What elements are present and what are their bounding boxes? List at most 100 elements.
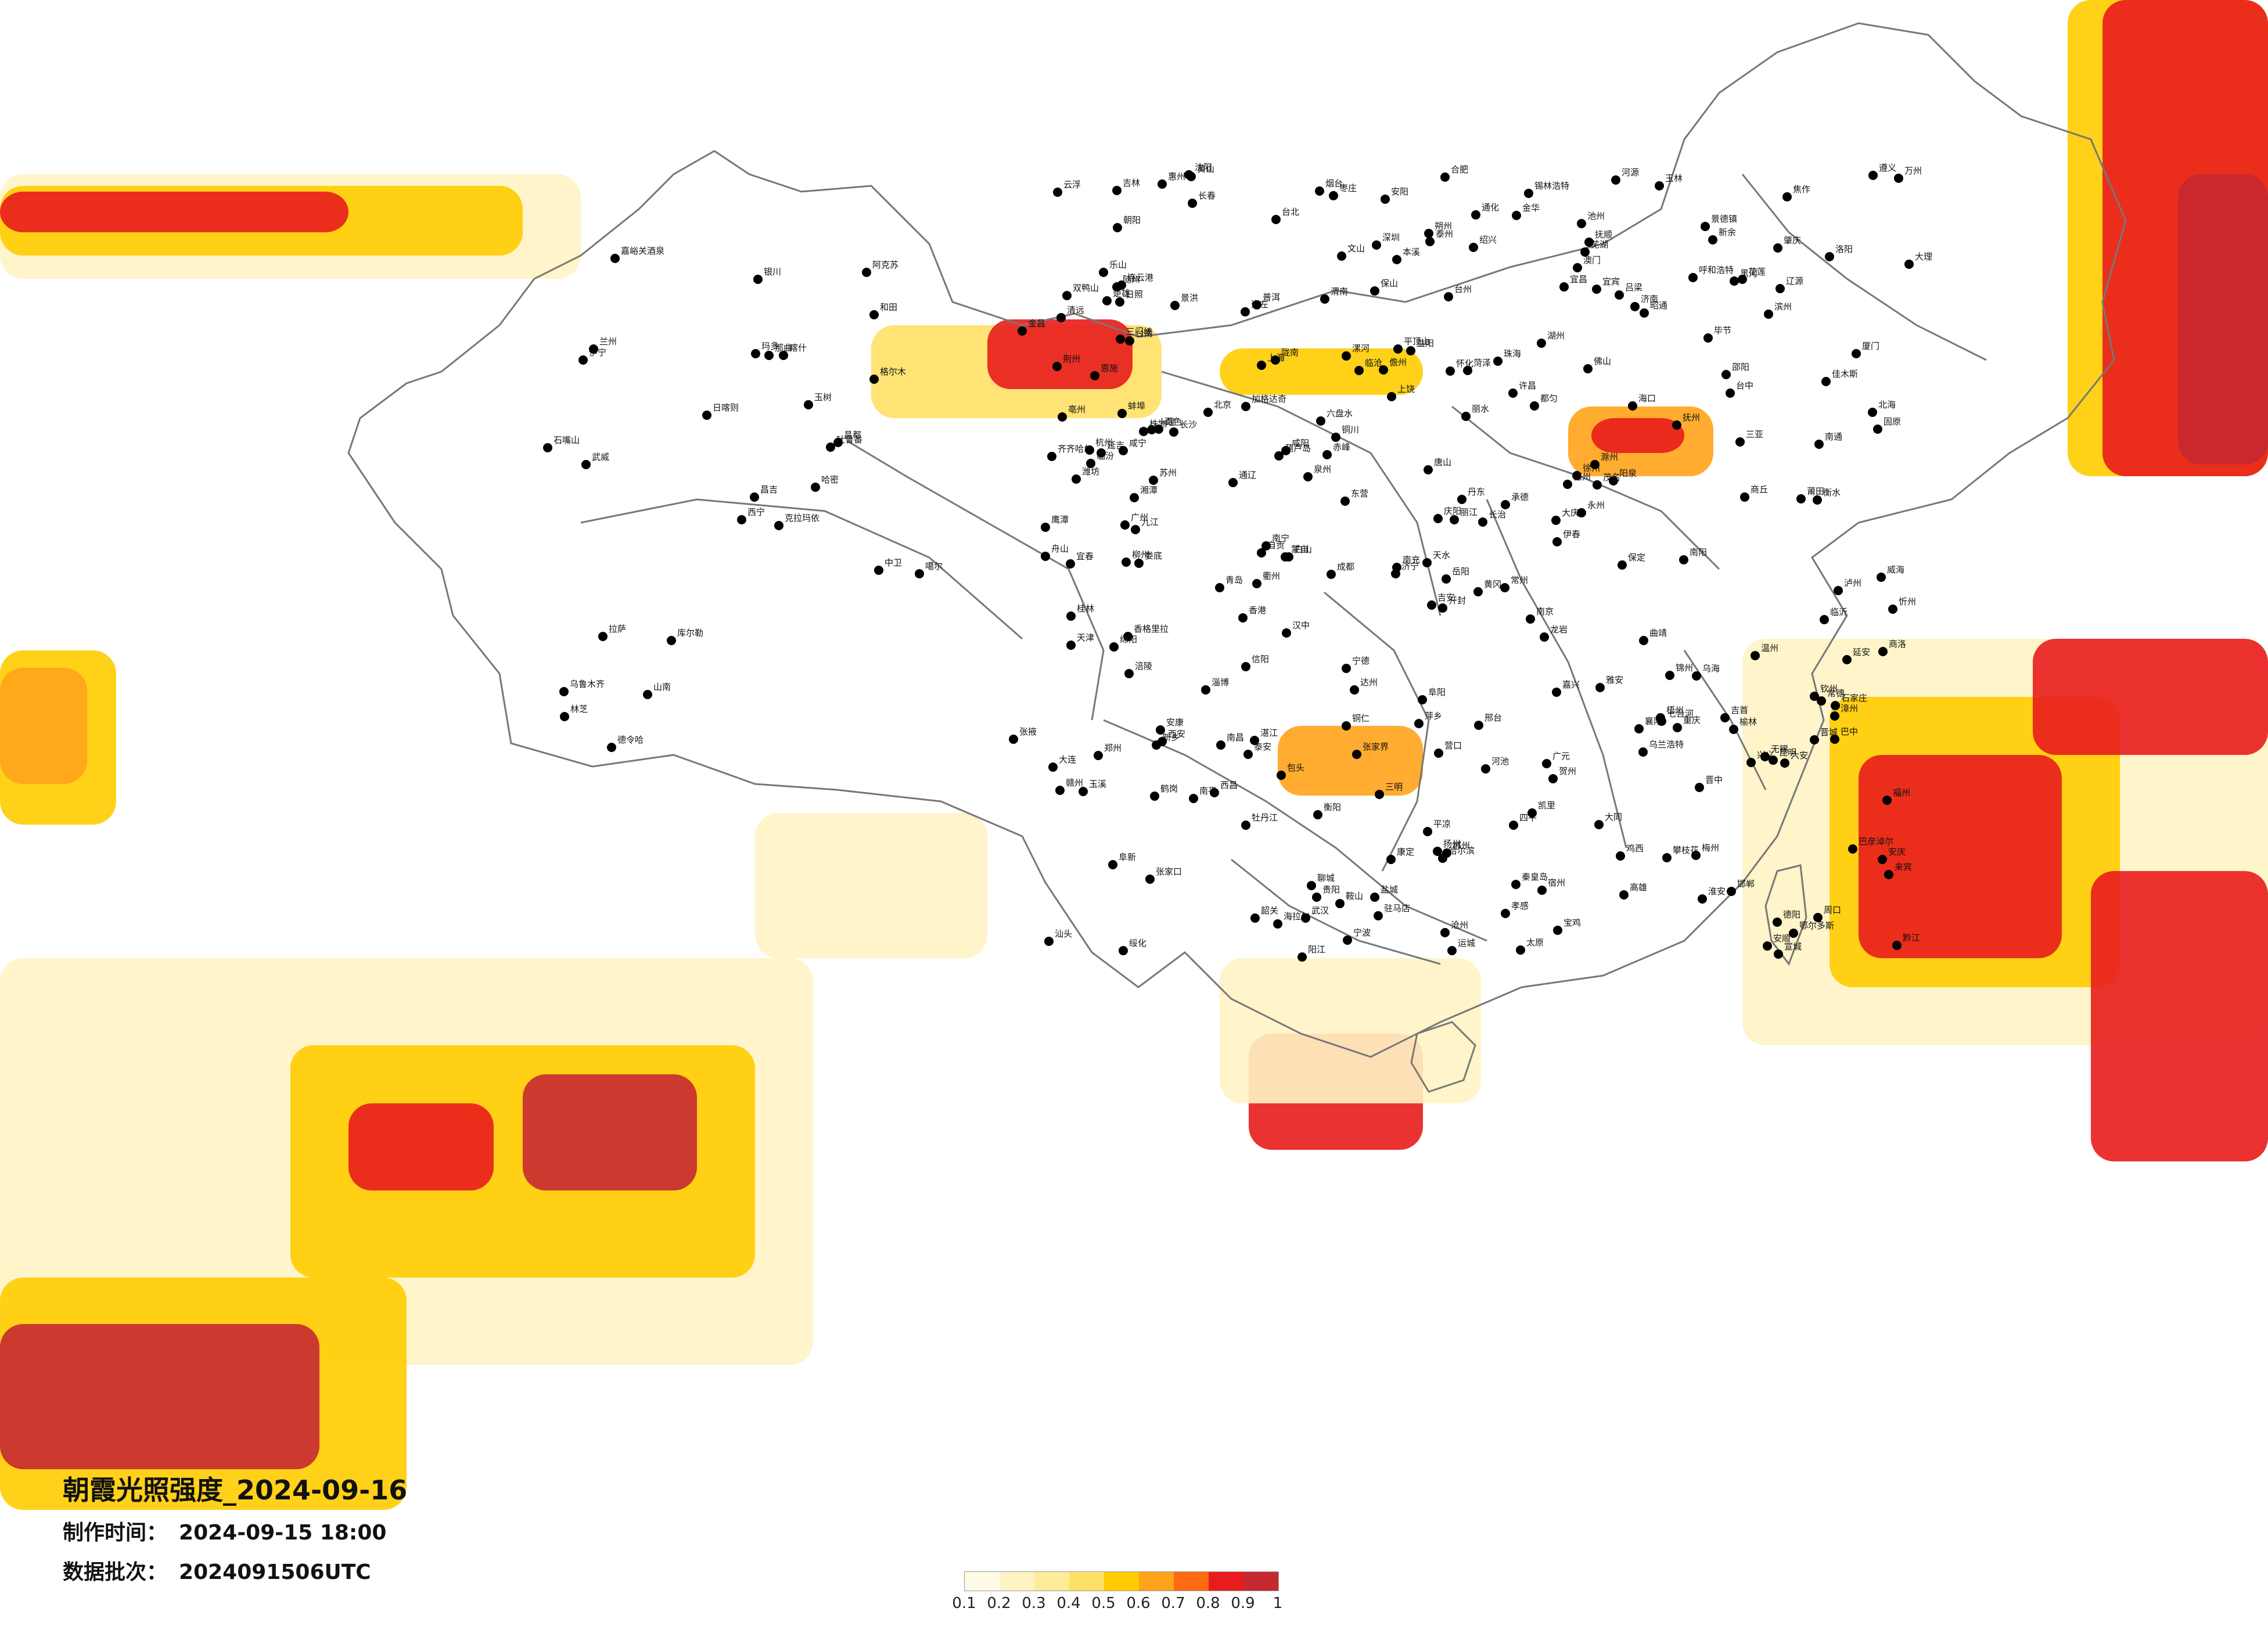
- city-marker: [1066, 559, 1075, 569]
- city-label: 连云港: [1127, 272, 1153, 283]
- city-marker: [779, 351, 788, 360]
- city-marker: [1425, 237, 1435, 246]
- city-marker: [1156, 725, 1165, 735]
- color-legend: 0.1 0.2 0.3 0.4 0.5 0.6 0.7 0.8 0.9 1: [952, 1571, 1282, 1618]
- city-marker: [1055, 786, 1065, 795]
- city-marker: [589, 344, 598, 354]
- city-label: 海口: [1638, 393, 1656, 404]
- city-marker: [1572, 471, 1582, 480]
- city-marker: [1842, 655, 1852, 664]
- city-marker: [1461, 412, 1471, 421]
- city-marker: [1102, 296, 1112, 305]
- city-marker: [1628, 401, 1637, 411]
- city-marker: [1066, 611, 1076, 621]
- city-label: 蒙自: [1291, 544, 1309, 555]
- city-label: 克拉玛依: [785, 513, 820, 523]
- city-label: 陇南: [1281, 347, 1299, 358]
- city-marker: [1656, 713, 1665, 722]
- city-marker: [1424, 229, 1433, 238]
- city-marker: [1892, 941, 1902, 950]
- city-label: 遵义: [1879, 163, 1896, 173]
- city-label: 滁州: [1601, 452, 1618, 462]
- city-label: 长治: [1489, 509, 1506, 520]
- city-marker: [1112, 186, 1122, 195]
- city-label: 三明: [1385, 782, 1403, 792]
- city-marker: [1433, 514, 1443, 523]
- city-marker: [1335, 899, 1345, 908]
- city-label: 随州: [1123, 274, 1140, 285]
- city-marker: [1243, 750, 1253, 759]
- city-marker: [1058, 412, 1067, 422]
- city-marker: [1130, 493, 1139, 502]
- city-marker: [826, 443, 835, 452]
- city-label: 济南: [1641, 294, 1658, 304]
- city-label: 河源: [1622, 167, 1639, 178]
- city-marker: [1813, 495, 1822, 505]
- glow-intensity-region: [1220, 958, 1481, 1103]
- city-marker: [1108, 860, 1117, 869]
- city-marker: [1780, 758, 1789, 768]
- city-marker: [1820, 615, 1829, 624]
- city-label: 上海: [1267, 352, 1285, 363]
- city-label: 玛多: [761, 341, 779, 351]
- city-label: 西昌: [1220, 780, 1238, 790]
- city-label: 岳阳: [1452, 566, 1469, 577]
- city-marker: [1307, 881, 1316, 890]
- city-marker: [1559, 282, 1569, 292]
- city-label: 吐鲁番: [836, 434, 862, 445]
- legend-swatch: [1104, 1572, 1139, 1591]
- city-label: 南通: [1825, 431, 1842, 442]
- city-marker: [578, 355, 588, 365]
- city-label: 丹东: [1468, 487, 1485, 497]
- city-marker: [1447, 946, 1457, 955]
- city-label: 绍兴: [1479, 235, 1497, 245]
- city-label: 和田: [880, 302, 897, 312]
- city-label: 乌兰浩特: [1649, 739, 1684, 750]
- city-label: 雅安: [1606, 675, 1623, 685]
- city-label: 固原: [1884, 416, 1901, 427]
- glow-intensity-region: [1859, 755, 2062, 958]
- city-marker: [607, 743, 616, 752]
- city-marker: [1094, 751, 1103, 760]
- city-label: 临沂: [1830, 607, 1848, 617]
- city-marker: [1331, 433, 1340, 442]
- city-marker: [1868, 408, 1877, 417]
- city-marker: [1252, 300, 1261, 310]
- city-marker: [1508, 388, 1518, 398]
- city-label: 抚顺: [1595, 229, 1612, 240]
- city-label: 渭南: [1331, 286, 1348, 297]
- city-marker: [1386, 855, 1396, 864]
- city-label: 邯郸: [1737, 879, 1755, 889]
- city-marker: [1830, 735, 1839, 744]
- city-marker: [1594, 820, 1604, 829]
- city-label: 衡阳: [1324, 802, 1341, 812]
- city-marker: [1442, 848, 1451, 858]
- city-label: 七台河: [1667, 708, 1694, 719]
- city-label: 龙岩: [1550, 624, 1568, 635]
- city-marker: [1238, 613, 1248, 623]
- city-label: 喀什: [789, 343, 807, 353]
- glow-intensity-region: [1220, 348, 1423, 395]
- city-marker: [833, 438, 843, 447]
- city-marker: [1048, 762, 1058, 772]
- city-marker: [1273, 919, 1282, 929]
- city-label: 天津: [1077, 632, 1094, 643]
- city-label: 抚州: [1683, 412, 1700, 423]
- city-label: 焦作: [1793, 184, 1810, 195]
- city-marker: [1123, 632, 1133, 641]
- city-label: 安阳: [1391, 186, 1408, 197]
- city-label: 唐山: [1434, 457, 1451, 467]
- city-marker: [1512, 211, 1521, 220]
- city-label: 巴彦淖尔: [1859, 836, 1893, 847]
- city-label: 运城: [1458, 938, 1475, 948]
- city-label: 呼和浩特: [1699, 265, 1734, 275]
- city-marker: [737, 515, 746, 524]
- legend-tick-label: 0.6: [1126, 1595, 1151, 1612]
- city-marker: [1215, 583, 1224, 592]
- taiwan-island: [1764, 864, 1807, 966]
- city-label: 乌海: [1702, 663, 1720, 674]
- city-label: 百色: [1164, 416, 1182, 427]
- city-label: 承德: [1511, 492, 1529, 502]
- city-marker: [1271, 215, 1281, 224]
- city-label: 攀枝花: [1673, 845, 1699, 855]
